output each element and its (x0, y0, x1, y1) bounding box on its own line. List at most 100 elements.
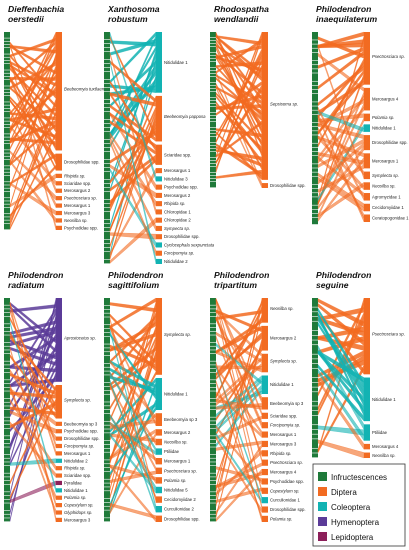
taxon-label: Beebeomyia tuxtlaensis (64, 87, 110, 92)
taxon-label: Merosargus 4 (270, 470, 297, 475)
legend-label-lepidoptera: Lepidoptera (331, 533, 374, 542)
infructescence-node (4, 436, 10, 440)
taxon-node-pyralidae (56, 480, 62, 486)
infructescence-node (210, 346, 216, 350)
taxon-node-chloropidae-1 (156, 209, 162, 215)
infructescence-node (104, 120, 110, 124)
panel-title-species: sagittifolium (108, 280, 159, 290)
infructescence-node (104, 336, 110, 343)
infructescence-node (104, 212, 110, 219)
taxon-node-forcipomyia-sp (156, 250, 162, 256)
infructescence-node (4, 312, 10, 317)
infructescence-node (104, 491, 110, 497)
taxon-label: Sciaridae spp. (164, 152, 191, 157)
infructescence-node (210, 179, 216, 182)
taxon-node-symplecta-sp (156, 298, 162, 375)
infructescence-node (104, 220, 110, 224)
infructescence-node (210, 152, 216, 157)
panel-title-genus: Dieffenbachia (8, 4, 64, 14)
taxon-label: Psychodidae spp. (270, 479, 304, 484)
infructescence-node (4, 178, 10, 182)
taxon-label: Merosargus 3 (64, 517, 91, 522)
infructescence-node (312, 359, 318, 364)
infructescence-node (4, 121, 10, 125)
taxon-label: Merosargus 1 (372, 158, 399, 163)
taxon-node-drosophilidae-spp (156, 234, 162, 240)
infructescence-node (4, 182, 10, 185)
taxon-node-psectrosciara-sp (56, 196, 62, 201)
infructescence-node (210, 185, 216, 188)
infructescence-node (210, 128, 216, 131)
infructescence-node (210, 342, 216, 346)
infructescence-node (104, 460, 110, 464)
infructescence-node (210, 50, 216, 53)
infructescence-node (210, 41, 216, 44)
infructescence-node (210, 492, 216, 496)
legend-label-diptera: Diptera (331, 488, 357, 497)
infructescence-node (4, 220, 10, 224)
infructescence-node (4, 402, 10, 406)
taxon-node-beebeomyia-sp-3 (262, 397, 268, 410)
infructescence-node (210, 131, 216, 134)
infructescence-node (312, 392, 318, 400)
infructescence-node (104, 244, 110, 248)
taxon-node-ptiliidae (364, 424, 370, 441)
panel-title-species: robustum (108, 14, 148, 24)
infructescence-node (4, 83, 10, 86)
infructescence-node (210, 395, 216, 399)
infructescence-node (104, 36, 110, 40)
infructescence-node (4, 354, 10, 360)
taxon-node-curculionidae-2 (156, 506, 162, 513)
infructescence-node (312, 89, 318, 94)
infructescence-node (312, 209, 318, 214)
infructescence-node (4, 432, 10, 436)
taxon-label: Polamia sp. (64, 495, 86, 500)
infructescence-node (4, 477, 10, 481)
taxon-label: Merosargus 3 (270, 441, 297, 446)
infructescence-node (312, 410, 318, 416)
infructescence-node (4, 105, 10, 109)
infructescence-node (210, 155, 216, 158)
taxon-node-sciaridae-spp (262, 412, 268, 419)
infructescence-node (312, 135, 318, 142)
infructescence-node (104, 464, 110, 468)
taxon-label: Forcipomyia sp. (164, 251, 194, 256)
infructescence-node (104, 382, 110, 387)
taxon-label: Ptiliidae (372, 430, 388, 435)
infructescence-node (104, 471, 110, 478)
taxon-node-aprostocetus-sp (56, 298, 62, 382)
infructescence-node (104, 204, 110, 208)
infructescence-node (312, 217, 318, 225)
infructescence-node (312, 330, 318, 336)
infructescence-node (312, 316, 318, 321)
taxon-label: Rhipida sp. (64, 173, 86, 178)
infructescence-node (312, 443, 318, 448)
infructescence-node (210, 68, 216, 71)
infructescence-node (104, 448, 110, 452)
infructescence-node (4, 127, 10, 133)
infructescence-node (104, 32, 110, 39)
infructescence-node (4, 63, 10, 69)
taxon-node-rhipida-sp (56, 466, 62, 471)
infructescence-node (4, 298, 10, 304)
taxon-node-sciaridae-spp (156, 144, 162, 165)
infructescence-node (210, 424, 216, 429)
infructescence-node (210, 469, 216, 473)
infructescence-node (210, 331, 216, 335)
infructescence-node (104, 236, 110, 240)
infructescence-node (312, 139, 318, 143)
infructescence-node (210, 89, 216, 92)
infructescence-node (104, 363, 110, 367)
taxon-node-nitidulidae-1 (364, 124, 370, 132)
infructescence-node (312, 81, 318, 86)
interaction-link (109, 232, 157, 240)
infructescence-node (4, 140, 10, 144)
infructescence-node (312, 312, 318, 317)
taxon-label: Merosargus 2 (270, 336, 297, 341)
infructescence-node (4, 335, 10, 341)
infructescence-node (210, 499, 216, 503)
interaction-link (317, 439, 365, 459)
infructescence-node (210, 484, 216, 491)
infructescence-node (104, 216, 110, 220)
infructescence-node (104, 256, 110, 260)
